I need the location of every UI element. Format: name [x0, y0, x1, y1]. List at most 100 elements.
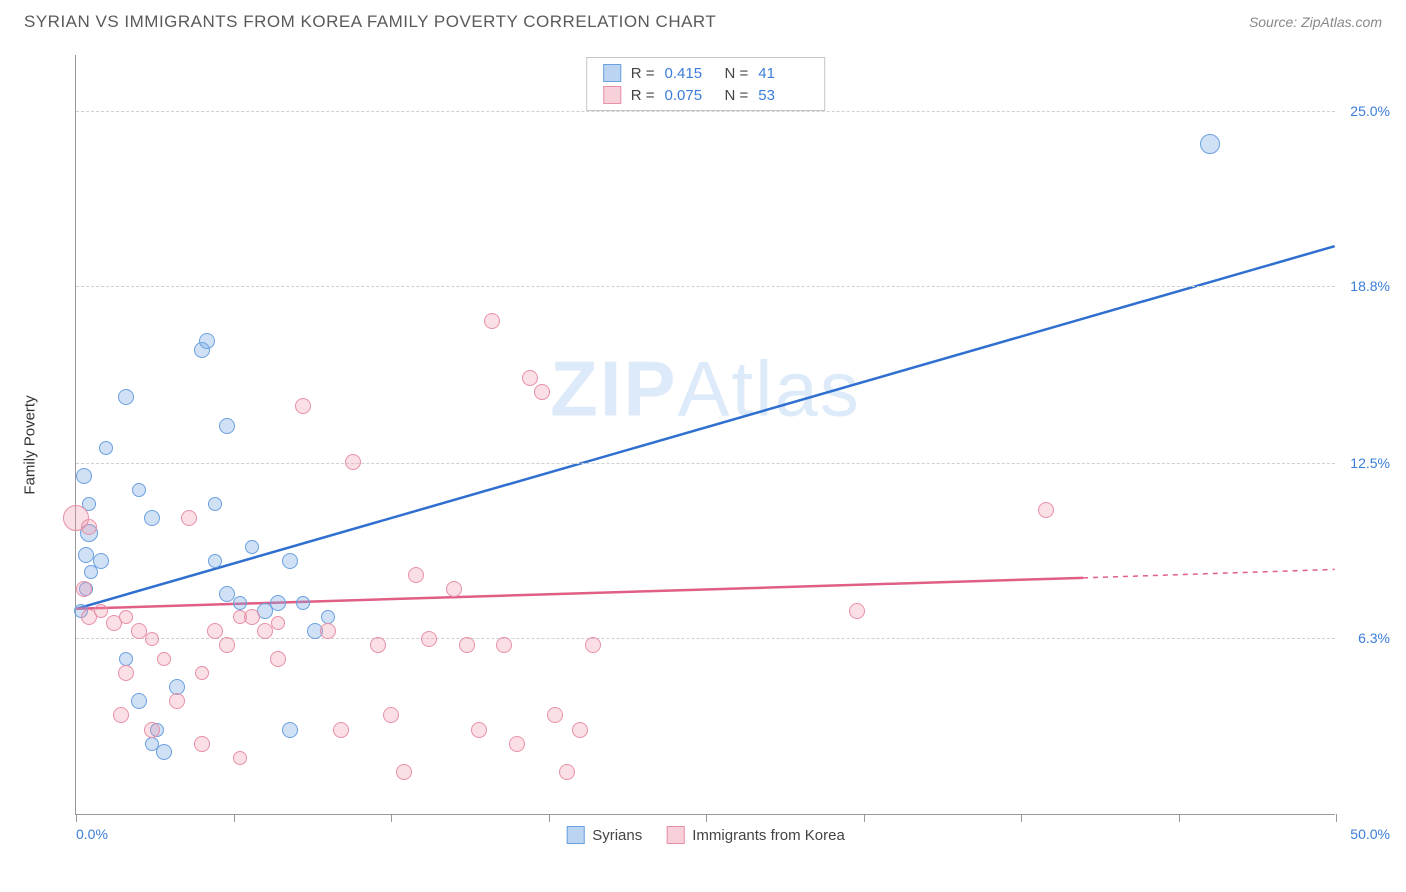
data-point: [244, 609, 260, 625]
xtick: [391, 814, 392, 822]
data-point: [194, 736, 210, 752]
data-point: [271, 616, 285, 630]
xtick: [1021, 814, 1022, 822]
ytick-label: 25.0%: [1350, 103, 1390, 119]
data-point: [145, 632, 159, 646]
data-point: [1038, 502, 1054, 518]
data-point: [383, 707, 399, 723]
xtick: [1336, 814, 1337, 822]
data-point: [76, 581, 92, 597]
legend-row-korea: R = 0.075 N = 53: [587, 84, 825, 106]
data-point: [144, 722, 160, 738]
data-point: [144, 510, 160, 526]
data-point: [99, 441, 113, 455]
legend-row-syrians: R = 0.415 N = 41: [587, 62, 825, 84]
chart-source: Source: ZipAtlas.com: [1249, 14, 1382, 30]
ytick-label: 6.3%: [1358, 630, 1390, 646]
data-point: [113, 707, 129, 723]
chart-container: Family Poverty ZIPAtlas R = 0.415 N = 41…: [50, 55, 1390, 835]
data-point: [181, 510, 197, 526]
data-point: [245, 540, 259, 554]
xtick: [234, 814, 235, 822]
data-point: [572, 722, 588, 738]
data-point: [270, 651, 286, 667]
data-point: [1200, 134, 1220, 154]
data-point: [396, 764, 412, 780]
data-point: [132, 483, 146, 497]
trendlines-svg: [76, 55, 1335, 814]
xtick: [76, 814, 77, 822]
data-point: [849, 603, 865, 619]
data-point: [282, 722, 298, 738]
legend-series: Syrians Immigrants from Korea: [566, 826, 845, 844]
swatch-korea: [603, 86, 621, 104]
data-point: [320, 623, 336, 639]
data-point: [345, 454, 361, 470]
ytick-label: 12.5%: [1350, 455, 1390, 471]
data-point: [233, 751, 247, 765]
data-point: [321, 610, 335, 624]
xtick: [549, 814, 550, 822]
xtick: [706, 814, 707, 822]
gridline: [76, 286, 1335, 287]
data-point: [471, 722, 487, 738]
data-point: [119, 610, 133, 624]
data-point: [207, 623, 223, 639]
data-point: [333, 722, 349, 738]
data-point: [131, 693, 147, 709]
data-point: [93, 553, 109, 569]
data-point: [559, 764, 575, 780]
data-point: [233, 596, 247, 610]
legend-item-syrians: Syrians: [566, 826, 642, 844]
legend-item-korea: Immigrants from Korea: [666, 826, 845, 844]
data-point: [94, 604, 108, 618]
ytick-label: 18.8%: [1350, 278, 1390, 294]
data-point: [509, 736, 525, 752]
data-point: [118, 389, 134, 405]
xtick: [1179, 814, 1180, 822]
data-point: [496, 637, 512, 653]
data-point: [408, 567, 424, 583]
data-point: [219, 418, 235, 434]
data-point: [459, 637, 475, 653]
data-point: [78, 547, 94, 563]
data-point: [585, 637, 601, 653]
data-point: [81, 519, 97, 535]
chart-header: SYRIAN VS IMMIGRANTS FROM KOREA FAMILY P…: [0, 0, 1406, 40]
data-point: [156, 744, 172, 760]
swatch-korea-icon: [666, 826, 684, 844]
data-point: [370, 637, 386, 653]
x-axis-max-label: 50.0%: [1350, 826, 1390, 842]
data-point: [270, 595, 286, 611]
data-point: [219, 637, 235, 653]
data-point: [282, 553, 298, 569]
legend-correlation: R = 0.415 N = 41 R = 0.075 N = 53: [586, 57, 826, 111]
xtick: [864, 814, 865, 822]
data-point: [199, 333, 215, 349]
data-point: [295, 398, 311, 414]
plot-area: ZIPAtlas R = 0.415 N = 41 R = 0.075 N = …: [75, 55, 1335, 815]
data-point: [421, 631, 437, 647]
data-point: [208, 554, 222, 568]
data-point: [522, 370, 538, 386]
data-point: [484, 313, 500, 329]
gridline: [76, 111, 1335, 112]
data-point: [296, 596, 310, 610]
x-axis-min-label: 0.0%: [76, 826, 108, 842]
watermark: ZIPAtlas: [550, 343, 861, 434]
gridline: [76, 463, 1335, 464]
data-point: [195, 666, 209, 680]
data-point: [534, 384, 550, 400]
data-point: [76, 468, 92, 484]
swatch-syrians-icon: [566, 826, 584, 844]
y-axis-label: Family Poverty: [22, 395, 39, 494]
data-point: [208, 497, 222, 511]
data-point: [547, 707, 563, 723]
data-point: [157, 652, 171, 666]
data-point: [169, 693, 185, 709]
chart-title: SYRIAN VS IMMIGRANTS FROM KOREA FAMILY P…: [24, 12, 716, 32]
data-point: [118, 665, 134, 681]
data-point: [119, 652, 133, 666]
swatch-syrians: [603, 64, 621, 82]
data-point: [446, 581, 462, 597]
